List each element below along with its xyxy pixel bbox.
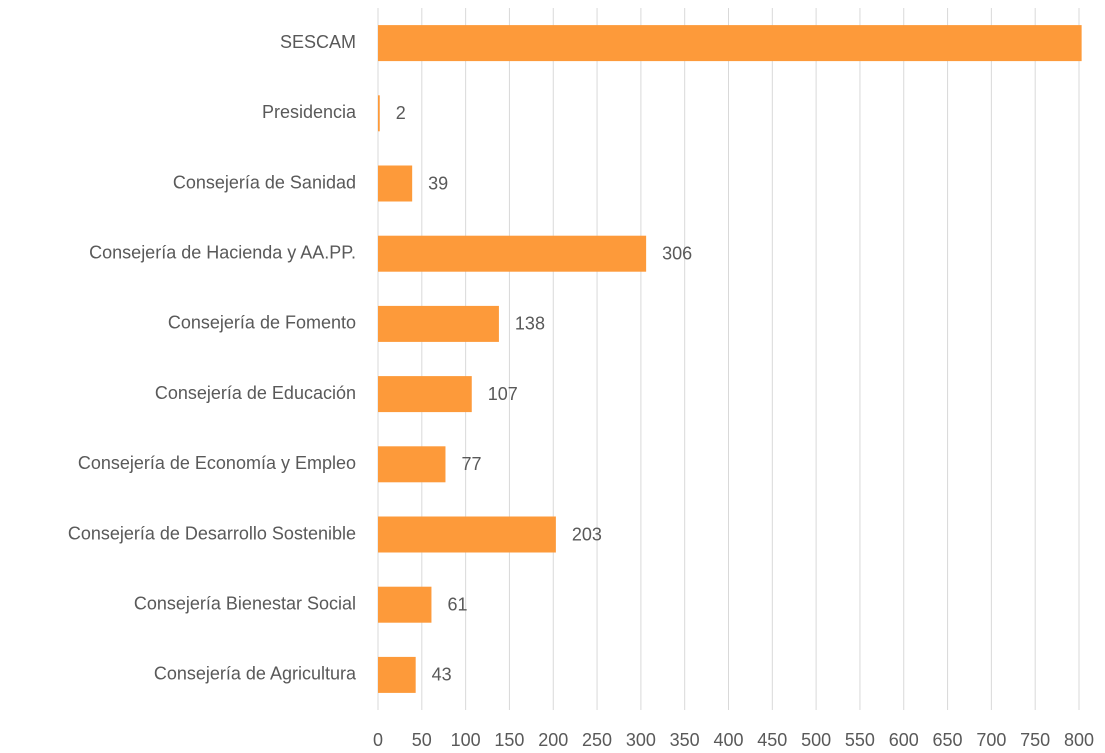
x-tick-label: 700 xyxy=(976,730,1006,750)
bar xyxy=(378,516,556,553)
x-tick-label: 200 xyxy=(538,730,568,750)
x-tick-label: 550 xyxy=(845,730,875,750)
x-tick-label: 750 xyxy=(1020,730,1050,750)
x-tick-label: 450 xyxy=(757,730,787,750)
y-tick-label: Presidencia xyxy=(262,102,357,122)
x-tick-label: 350 xyxy=(670,730,700,750)
x-tick-label: 0 xyxy=(373,730,383,750)
y-tick-label: Consejería de Sanidad xyxy=(173,172,356,192)
bar xyxy=(378,376,472,413)
bar xyxy=(378,656,416,693)
y-tick-label: Consejería de Educación xyxy=(155,383,356,403)
data-label: 203 xyxy=(572,524,602,544)
y-tick-label: Consejería Bienestar Social xyxy=(134,593,356,613)
x-tick-label: 500 xyxy=(801,730,831,750)
x-tick-label: 300 xyxy=(626,730,656,750)
data-label: 306 xyxy=(662,243,692,263)
bar xyxy=(378,95,380,132)
y-tick-label: Consejería de Economía y Empleo xyxy=(78,453,356,473)
data-label: 43 xyxy=(432,665,452,685)
data-label: 2 xyxy=(396,103,406,123)
bar xyxy=(378,25,1082,62)
data-label: 77 xyxy=(461,454,481,474)
y-tick-label: Consejería de Desarrollo Sostenible xyxy=(68,523,356,543)
x-tick-label: 400 xyxy=(713,730,743,750)
x-tick-label: 50 xyxy=(412,730,432,750)
bar xyxy=(378,305,499,342)
y-tick-label: Consejería de Hacienda y AA.PP. xyxy=(89,242,356,262)
y-tick-label: Consejería de Fomento xyxy=(168,313,356,333)
x-tick-label: 150 xyxy=(494,730,524,750)
data-label: 61 xyxy=(447,594,467,614)
x-tick-label: 250 xyxy=(582,730,612,750)
x-tick-label: 100 xyxy=(451,730,481,750)
y-tick-label: Consejería de Agricultura xyxy=(154,664,357,684)
data-label: 39 xyxy=(428,173,448,193)
bar xyxy=(378,446,446,483)
data-label: 138 xyxy=(515,314,545,334)
bar xyxy=(378,165,413,202)
data-label: 107 xyxy=(488,384,518,404)
y-tick-label: SESCAM xyxy=(280,32,356,52)
x-tick-label: 800 xyxy=(1064,730,1094,750)
bar xyxy=(378,235,647,272)
bar xyxy=(378,586,432,623)
x-tick-label: 600 xyxy=(889,730,919,750)
x-tick-label: 650 xyxy=(933,730,963,750)
